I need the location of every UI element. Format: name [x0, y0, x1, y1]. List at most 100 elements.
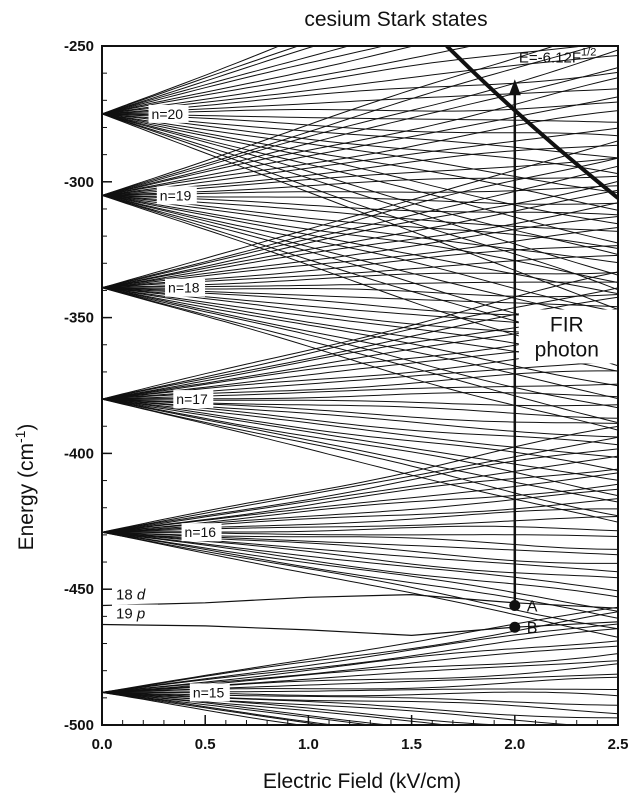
manifold-label-backdrop: [189, 683, 230, 702]
stark-level-line: [102, 611, 618, 693]
stark-level-line: [102, 271, 618, 400]
manifold-label: n=15: [193, 684, 225, 700]
stark-level-line: [102, 194, 618, 313]
stark-level-line: [102, 691, 452, 725]
stark-level-line: [102, 691, 304, 725]
stark-level-line: [102, 691, 375, 725]
stark-level-line: [102, 46, 416, 115]
stark-level-line: [102, 113, 618, 255]
axis-ticks: 0.0 0.5 1.0 1.5 2.0 2.5 -250 -300 -350 -400 -450 -5…: [64, 38, 628, 753]
stark-level-line: [102, 691, 618, 706]
x-tick-label: 1.0: [298, 736, 319, 753]
low-l-state-line: [102, 593, 618, 609]
stark-level-line: [102, 110, 618, 196]
stark-level-line: [102, 663, 618, 693]
chart-title: cesium Stark states: [304, 8, 487, 31]
x-axis-label: Electric Field (kV/cm): [263, 770, 461, 793]
x-tick-label: 2.5: [608, 736, 629, 753]
low-l-state-l: p: [136, 606, 145, 623]
stark-level-curves: [102, 46, 618, 725]
x-tick-label: 0.0: [92, 736, 113, 753]
stark-level-line: [102, 531, 618, 630]
stark-level-line: [102, 628, 618, 693]
y-tick-label: -300: [64, 174, 94, 191]
stark-level-line: [102, 653, 618, 693]
x-tick-label: 0.5: [195, 736, 216, 753]
stark-level-line: [102, 113, 618, 211]
manifold-label: n=19: [160, 187, 192, 203]
manifold-label: n=17: [176, 391, 208, 407]
stark-level-line: [102, 531, 618, 598]
low-l-state-n: 18: [116, 586, 137, 603]
y-tick-label: -350: [64, 310, 94, 327]
stark-level-line: [102, 691, 580, 725]
classical-limit-label: E=-6.12F1/2: [519, 46, 596, 66]
manifold-label: n=18: [168, 280, 200, 296]
y-axis-label: Energy (cm-1): [12, 424, 38, 551]
y-tick-label: -250: [64, 38, 94, 55]
fir-label-line1: FIR: [550, 313, 584, 336]
stark-level-line: [102, 645, 618, 693]
x-tick-label: 2.0: [504, 736, 525, 753]
stark-level-line: [102, 113, 618, 225]
low-l-state-label: 18 d: [116, 586, 146, 603]
low-l-state-label: 19 p: [116, 606, 145, 623]
y-axis-label-main: Energy (cm: [15, 443, 38, 550]
y-tick-label: -400: [64, 445, 94, 462]
stark-level-line: [102, 46, 597, 196]
stark-level-line: [102, 127, 618, 196]
y-tick-label: -450: [64, 581, 94, 598]
fir-arrowhead: [508, 79, 521, 96]
stark-level-line: [102, 46, 474, 115]
stark-level-line: [102, 606, 618, 693]
stark-level-line: [102, 77, 618, 196]
fir-label-backdrop: [518, 309, 619, 364]
state-point-label: B: [527, 620, 538, 637]
stark-level-line: [102, 227, 618, 289]
stark-level-line: [102, 46, 386, 115]
stark-level-line: [102, 398, 618, 503]
fir-label-line2: photon: [535, 338, 599, 361]
y-axis-label-close: ): [15, 424, 38, 431]
stark-level-line: [102, 189, 618, 289]
stark-level-line: [102, 287, 618, 400]
low-l-state-n: 19: [116, 606, 137, 623]
y-axis-label-superscript: -1: [12, 430, 28, 443]
stark-level-line: [102, 398, 618, 458]
manifold-label-backdrop: [173, 390, 214, 409]
stark-level-line: [102, 531, 618, 638]
stark-level-line: [102, 691, 338, 725]
stark-level-line: [102, 448, 618, 533]
classical-limit-formula: E=-6.12F: [519, 49, 581, 66]
stark-level-line: [102, 531, 618, 592]
classical-ionization-limit-line: [445, 46, 618, 200]
state-point-label: A: [527, 598, 538, 615]
stark-level-line: [102, 46, 351, 115]
plot-frame: [101, 45, 619, 726]
stark-level-line: [102, 691, 618, 697]
stark-level-line: [102, 398, 618, 471]
stark-level-line: [102, 49, 618, 196]
low-l-label-backdrop: [112, 585, 158, 604]
stark-level-line: [102, 660, 618, 693]
stark-level-line: [102, 691, 618, 715]
stark-level-line: [102, 113, 618, 244]
stark-level-line: [102, 140, 618, 289]
low-l-state-line: [102, 621, 618, 637]
stark-level-line: [102, 531, 618, 579]
stark-level-line: [102, 46, 587, 115]
stark-level-line: [102, 691, 395, 725]
stark-level-line: [102, 113, 618, 175]
stark-level-line: [102, 216, 618, 289]
state-point-b: [509, 621, 521, 633]
manifold-label-backdrop: [156, 186, 197, 205]
stark-level-line: [102, 194, 618, 283]
stark-level-line: [102, 398, 618, 497]
manifold-label-backdrop: [165, 278, 206, 297]
stark-level-line: [102, 287, 618, 431]
stark-level-line: [102, 165, 618, 289]
stark-level-line: [102, 180, 618, 289]
